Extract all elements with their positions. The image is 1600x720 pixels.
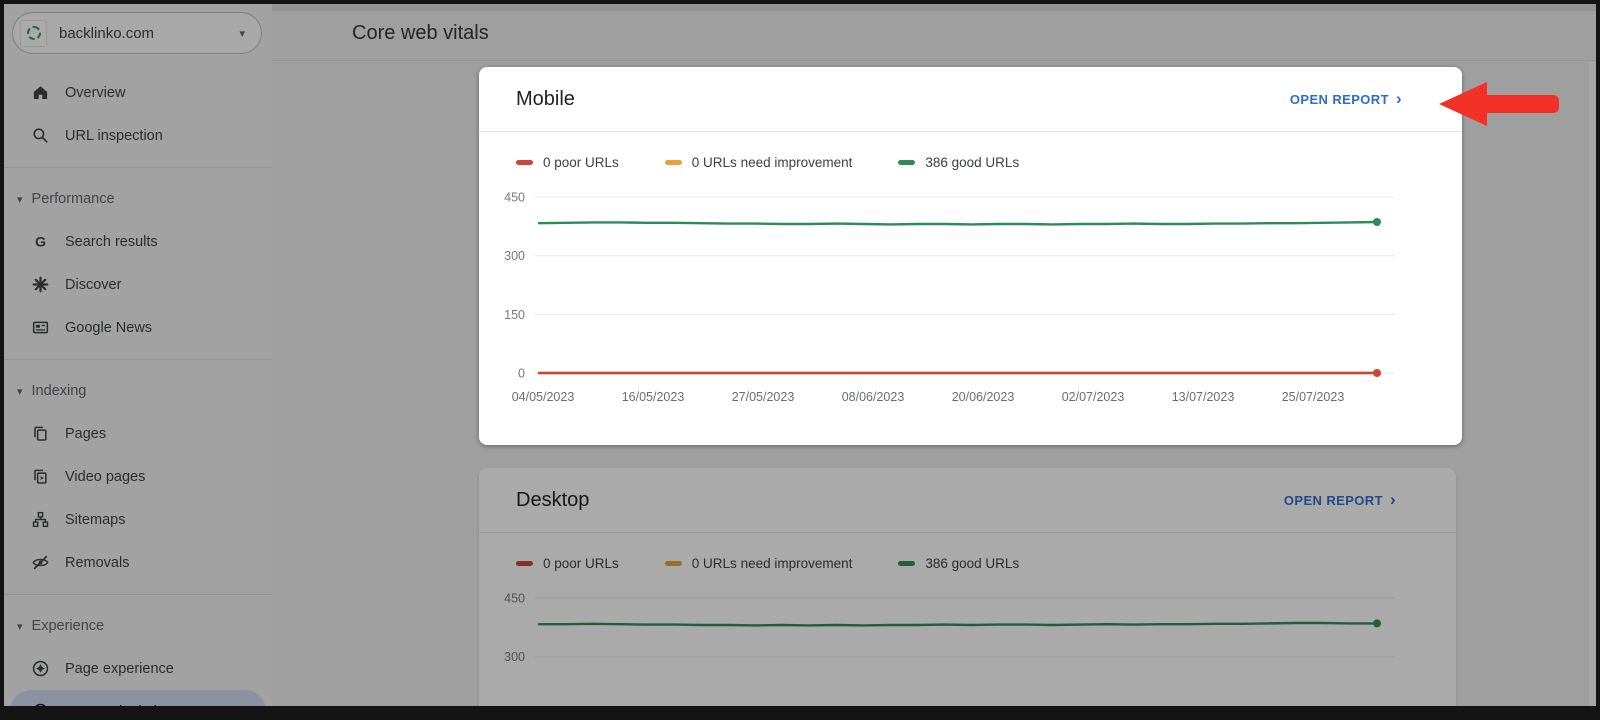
sidebar-divider <box>4 167 272 168</box>
sidebar-item-core-web-vitals[interactable]: Core web vitals <box>10 690 266 706</box>
svg-text:450: 450 <box>504 592 525 606</box>
legend-item-good: 386 good URLs <box>898 556 1019 571</box>
video-pages-icon <box>34 469 47 484</box>
sidebar-item-discover[interactable]: Discover <box>4 263 272 306</box>
svg-text:25/07/2023: 25/07/2023 <box>1282 390 1345 404</box>
main-content: Core web vitals <box>272 4 1596 706</box>
page-experience-icon <box>32 660 49 677</box>
svg-text:300: 300 <box>504 650 525 664</box>
card-title-desktop: Desktop <box>516 488 590 511</box>
svg-text:0: 0 <box>518 367 525 381</box>
sidebar-divider <box>4 359 272 360</box>
legend-item-good: 386 good URLs <box>898 155 1019 170</box>
desktop-vitals-card: Desktop OPEN REPORT › 0 poor URLs 0 URLs… <box>479 468 1456 706</box>
legend-item-need-improvement: 0 URLs need improvement <box>664 155 852 170</box>
chevron-right-icon: › <box>1395 88 1402 108</box>
card-title-mobile: Mobile <box>516 87 575 110</box>
google-g-icon: G <box>35 234 46 250</box>
legend-item-poor: 0 poor URLs <box>516 556 619 571</box>
sidebar-section-experience[interactable]: ▾ Experience <box>17 618 105 634</box>
sidebar-item-overview[interactable]: Overview <box>4 71 272 114</box>
sidebar-divider <box>4 594 272 595</box>
svg-text:G: G <box>35 234 46 250</box>
svg-text:27/05/2023: 27/05/2023 <box>732 390 795 404</box>
svg-text:20/06/2023: 20/06/2023 <box>952 390 1015 404</box>
sidebar-item-search-results[interactable]: G Search results <box>4 220 272 263</box>
open-report-link-desktop[interactable]: OPEN REPORT › <box>1283 489 1396 509</box>
window-top-edge <box>4 4 1596 11</box>
svg-text:16/05/2023: 16/05/2023 <box>622 390 685 404</box>
sitemaps-icon <box>32 511 49 528</box>
legend-mobile: 0 poor URLs 0 URLs need improvement 386 … <box>479 132 1462 170</box>
svg-text:450: 450 <box>504 191 525 205</box>
sidebar-item-removals[interactable]: Removals <box>4 541 272 584</box>
chevron-right-icon: › <box>1389 489 1396 509</box>
discover-icon <box>32 276 49 293</box>
chevron-down-icon: ▾ <box>17 193 23 206</box>
mobile-chart: 450 300 150 0 04/05/2023 16/05/2023 27/05/2023… <box>504 191 1395 404</box>
sidebar-item-pages[interactable]: Pages <box>4 412 272 455</box>
sidebar: backlinko.com ▾ Overview URL inspection … <box>4 4 272 706</box>
home-icon <box>33 86 48 100</box>
svg-text:04/05/2023: 04/05/2023 <box>512 390 575 404</box>
sidebar-nav: Overview URL inspection ▾ Performance G … <box>4 54 272 706</box>
chevron-down-icon: ▾ <box>17 620 23 633</box>
sidebar-item-url-inspection[interactable]: URL inspection <box>4 114 272 157</box>
sidebar-item-video-pages[interactable]: Video pages <box>4 455 272 498</box>
search-console-window: backlinko.com ▾ Overview URL inspection … <box>4 4 1596 706</box>
svg-text:150: 150 <box>504 308 525 322</box>
sidebar-section-indexing[interactable]: ▾ Indexing <box>17 383 87 399</box>
sidebar-section-performance[interactable]: ▾ Performance <box>17 191 115 207</box>
legend-item-poor: 0 poor URLs <box>516 155 619 170</box>
removals-icon <box>32 555 49 570</box>
svg-text:13/07/2023: 13/07/2023 <box>1172 390 1235 404</box>
mobile-vitals-card: Mobile OPEN REPORT › 0 poor URLs 0 URLs … <box>479 67 1462 445</box>
chevron-down-icon: ▾ <box>17 385 23 398</box>
property-icon <box>20 19 47 47</box>
chevron-down-icon: ▾ <box>239 27 245 40</box>
open-report-link-mobile[interactable]: OPEN REPORT › <box>1289 88 1402 108</box>
svg-text:02/07/2023: 02/07/2023 <box>1062 390 1125 404</box>
pages-icon <box>34 426 47 441</box>
legend-desktop: 0 poor URLs 0 URLs need improvement 386 … <box>479 533 1456 571</box>
sidebar-item-google-news[interactable]: Google News <box>4 306 272 349</box>
svg-text:08/06/2023: 08/06/2023 <box>842 390 905 404</box>
desktop-chart: 450300150004/05/202316/05/202327/05/2023… <box>504 592 1395 664</box>
property-selector[interactable]: backlinko.com ▾ <box>12 12 262 54</box>
red-arrow-annotation <box>1439 82 1559 126</box>
scrollbar[interactable] <box>1589 62 1596 706</box>
core-web-vitals-icon <box>35 703 46 706</box>
property-name: backlinko.com <box>59 24 155 42</box>
sidebar-item-page-experience[interactable]: Page experience <box>4 647 272 690</box>
search-icon <box>33 128 48 143</box>
news-icon <box>32 321 49 334</box>
svg-text:300: 300 <box>504 249 525 263</box>
legend-item-need-improvement: 0 URLs need improvement <box>664 556 852 571</box>
sidebar-item-sitemaps[interactable]: Sitemaps <box>4 498 272 541</box>
page-title: Core web vitals <box>272 4 1596 61</box>
